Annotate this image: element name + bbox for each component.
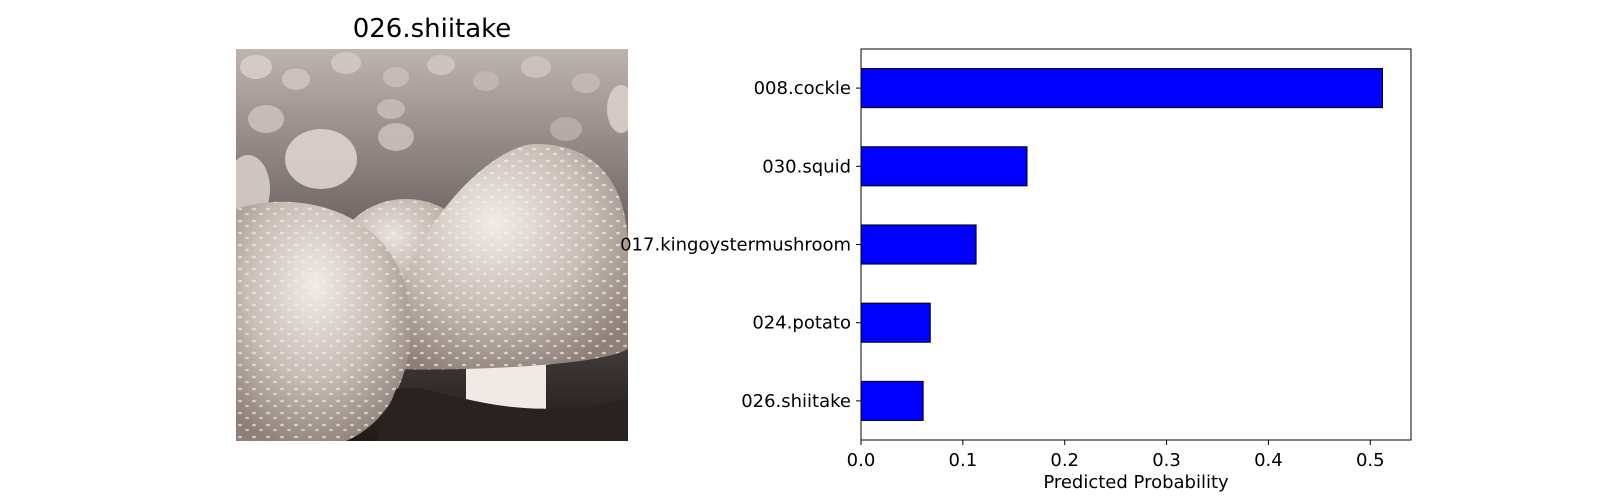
x-tick-label: 0.0 (847, 450, 876, 471)
plot-frame (860, 48, 1412, 441)
bar-026.shiitake (860, 380, 924, 421)
x-tick-label: 0.5 (1356, 450, 1385, 471)
x-tick-label: 0.1 (949, 450, 978, 471)
bar-030.squid (860, 146, 1028, 187)
category-label: 008.cockle (754, 78, 851, 99)
category-labels: 008.cockle 030.squid 017.kingoystermushroo… (620, 78, 861, 412)
image-title: 026.shiitake (352, 14, 512, 44)
category-label: 024.potato (752, 313, 851, 334)
bar-024.potato (860, 302, 931, 343)
bars-layer (860, 68, 1383, 421)
x-tick-label: 0.2 (1050, 450, 1079, 471)
x-axis-ticks: 0.0 0.1 0.2 0.3 0.4 0.5 (847, 440, 1385, 471)
category-label: 026.shiitake (741, 391, 851, 412)
x-tick-label: 0.3 (1152, 450, 1181, 471)
mushrooms-photo (236, 49, 628, 441)
x-tick-label: 0.4 (1254, 450, 1283, 471)
category-label: 017.kingoystermushroom (620, 235, 851, 256)
category-label: 030.squid (762, 156, 851, 177)
x-axis-label: Predicted Probability (1043, 472, 1229, 493)
bar-017.kingoystermushroom (860, 224, 977, 265)
bar-008.cockle (860, 68, 1383, 109)
